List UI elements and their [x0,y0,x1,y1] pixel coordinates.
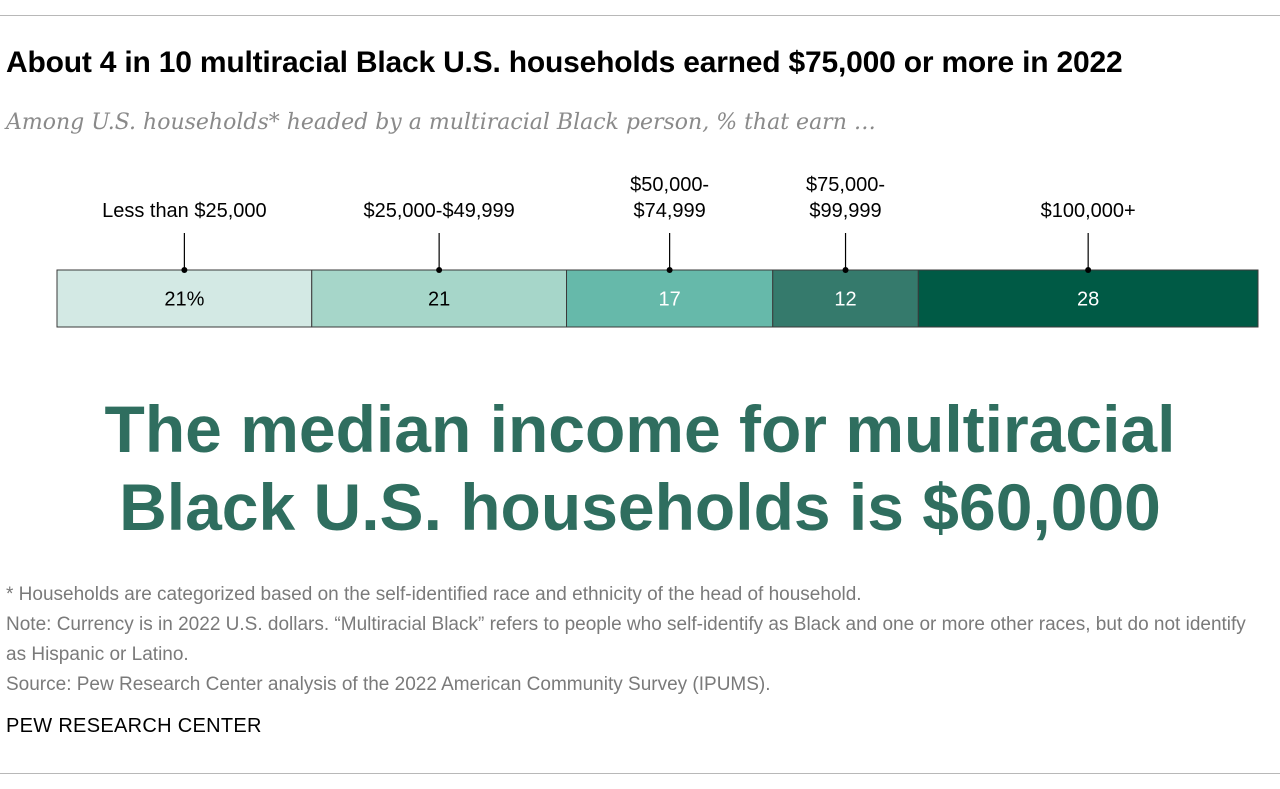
source: Source: Pew Research Center analysis of … [6,674,771,695]
segment-value-label: 17 [659,289,681,311]
category-leader-dot [842,267,849,273]
note: Note: Currency is in 2022 U.S. dollars. … [6,614,1246,665]
category-label: $25,000-$49,999 [364,200,515,222]
brand-label: PEW RESEARCH CENTER [6,715,262,737]
top-rule [0,15,1280,16]
bar-segment [311,269,568,328]
category-leader-dot [1085,267,1092,273]
footnote: * Households are categorized based on th… [6,584,862,605]
notes-block: * Households are categorized based on th… [6,580,1266,700]
bar-segment [566,269,774,328]
category-leader-dot [181,267,188,273]
segment-value-label: 12 [834,289,856,311]
headline-line-2: Black U.S. households is $60,000 [119,470,1161,544]
bar-segment [917,269,1259,328]
category-label: $100,000+ [1041,200,1136,222]
bar-segment [772,269,919,328]
segment-value-label: 21 [428,289,450,311]
bar-segment [56,269,313,328]
segment-value-label: 28 [1077,289,1099,311]
chart-title: About 4 in 10 multiracial Black U.S. hou… [6,46,1123,79]
category-leader-dot [436,267,443,273]
category-label: $75,000-$99,999 [806,174,885,222]
chart-subtitle: Among U.S. households* headed by a multi… [6,110,876,135]
category-label: $50,000-$74,999 [630,174,709,222]
bottom-rule [0,773,1280,774]
headline-line-1: The median income for multiracial [104,392,1176,466]
stacked-bar-chart: 21% Less than $25,000 21 $25,000-$49,999 17 $… [56,174,1259,328]
category-leader-dot [666,267,673,273]
median-income-headline: The median income for multiracial Black … [0,390,1280,546]
segment-value-label: 21% [164,289,204,311]
category-label: Less than $25,000 [102,200,267,222]
